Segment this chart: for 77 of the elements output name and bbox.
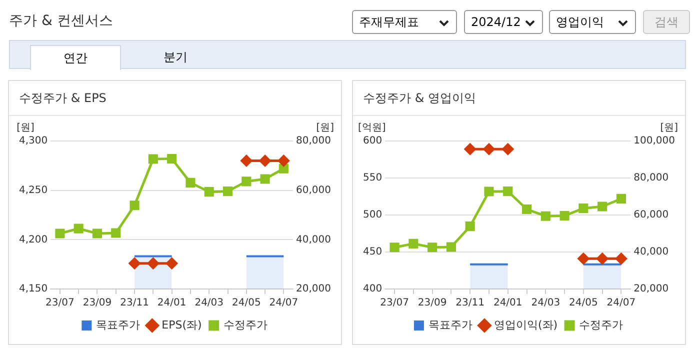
x-tick-label: 24/03 xyxy=(531,298,560,309)
y2-tick-label: 60,000 xyxy=(296,184,332,196)
point xyxy=(503,186,513,196)
x-tick-label: 23/11 xyxy=(120,298,149,309)
point xyxy=(390,242,400,252)
y2-axis-title: [원] xyxy=(316,122,334,134)
x-tick-label: 24/01 xyxy=(157,298,186,309)
x-tick-label: 24/07 xyxy=(606,298,636,309)
legend-label: 영업이익(좌) xyxy=(494,318,558,332)
point xyxy=(616,194,626,204)
point xyxy=(465,222,475,232)
y-axis-title: [억원] xyxy=(358,122,386,134)
text: 주재무제표 xyxy=(359,15,419,29)
y-tick-label: 600 xyxy=(362,136,382,147)
legend-label: EPS(좌) xyxy=(162,318,202,332)
x-tick-label: 24/01 xyxy=(493,298,522,309)
y-tick-label: 550 xyxy=(362,172,382,184)
chart-title: 수정주가 & EPS xyxy=(19,90,106,107)
y-tick-label: 400 xyxy=(362,284,382,295)
point xyxy=(204,187,214,197)
point xyxy=(186,178,196,188)
y-tick-label: 4,250 xyxy=(18,184,48,196)
y-tick-label: 500 xyxy=(362,210,382,221)
y2-tick-label: 100,000 xyxy=(634,136,676,147)
x-tick-label: 23/09 xyxy=(418,298,447,309)
y2-axis-title: [원] xyxy=(660,122,678,134)
x-tick-label: 24/07 xyxy=(269,298,298,309)
point xyxy=(74,224,84,234)
x-tick-label: 24/05 xyxy=(232,298,261,309)
y-axis-title: [원] xyxy=(16,122,35,134)
point xyxy=(446,242,456,252)
point xyxy=(130,200,140,210)
x-tick-label: 24/03 xyxy=(194,298,224,309)
point xyxy=(522,204,532,214)
y2-tick-label: 60,000 xyxy=(634,210,669,221)
point xyxy=(278,164,288,174)
point xyxy=(92,228,102,238)
point xyxy=(111,228,121,238)
point xyxy=(167,154,177,164)
y-tick-label: 4,300 xyxy=(18,136,48,147)
x-tick-label: 23/07 xyxy=(46,298,74,309)
x-tick-label: 23/11 xyxy=(456,298,485,309)
x-tick-label: 24/05 xyxy=(569,298,598,309)
text: 주가 & 컨센서스 xyxy=(9,12,113,30)
point xyxy=(484,186,494,196)
y2-tick-label: 20,000 xyxy=(634,284,669,295)
y2-tick-label: 40,000 xyxy=(634,246,669,258)
text: 검색 xyxy=(643,10,690,34)
point xyxy=(540,211,550,221)
point xyxy=(560,210,570,221)
x-tick-label: 23/07 xyxy=(380,298,409,309)
y-tick-label: 4,200 xyxy=(18,234,48,246)
point xyxy=(55,228,65,238)
x-tick-label: 23/09 xyxy=(82,298,112,309)
y2-tick-label: 80,000 xyxy=(296,136,332,147)
y2-tick-label: 40,000 xyxy=(296,234,332,246)
text: 분기 xyxy=(162,49,188,66)
point xyxy=(428,242,438,252)
point xyxy=(242,176,252,186)
chart-title: 수정주가 & 영업이익 xyxy=(363,90,476,107)
y2-tick-label: 80,000 xyxy=(634,172,669,184)
legend-label: 수정주가 xyxy=(223,318,268,332)
point xyxy=(222,186,233,196)
point xyxy=(598,202,608,212)
text: 2024/12 xyxy=(471,15,521,29)
y-tick-label: 450 xyxy=(362,246,382,258)
legend-label: 목표주가 xyxy=(428,318,472,332)
point xyxy=(408,238,418,248)
legend-label: 수정주가 xyxy=(579,318,624,332)
y-tick-label: 4,150 xyxy=(18,284,48,295)
point xyxy=(578,204,588,214)
text: 영업이익 xyxy=(556,15,604,29)
point xyxy=(260,174,270,184)
point xyxy=(148,154,158,164)
y2-tick-label: 20,000 xyxy=(296,284,332,295)
legend-label: 목표주가 xyxy=(96,318,140,332)
text: 연간 xyxy=(30,45,121,70)
